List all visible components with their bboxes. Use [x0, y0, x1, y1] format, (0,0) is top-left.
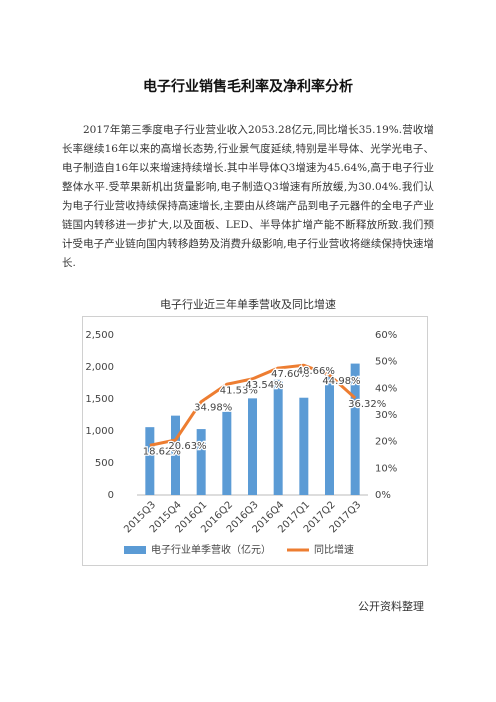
y2-tick-label: 0%	[375, 490, 391, 501]
data-label: 20.63%	[168, 441, 206, 452]
data-label: 34.98%	[194, 403, 232, 414]
data-label: 18.62%	[143, 446, 181, 457]
bar	[196, 429, 206, 495]
bar	[350, 363, 360, 495]
bar	[222, 411, 232, 495]
legend-swatch	[124, 546, 146, 554]
chart: 0 500 1,000 1,500 2,000 2,500 0% 10% 20% 30% 40% 50…	[82, 316, 428, 566]
bar	[248, 398, 257, 495]
y-tick-label: 2,000	[85, 362, 114, 373]
legend-label: 电子行业单季营收（亿元）	[151, 543, 271, 556]
y2-tick-label: 50%	[375, 357, 397, 368]
paragraph: 2017年第三季度电子行业营业收入2053.28亿元,同比增长35.19%.营收…	[62, 124, 434, 269]
y-tick-label: 0	[108, 490, 114, 501]
data-label: 36.32%	[348, 399, 386, 410]
legend-label: 同比增速	[314, 543, 354, 556]
bar	[299, 397, 309, 495]
y-tick-label: 1,000	[85, 426, 114, 437]
y-tick-label: 500	[95, 458, 114, 469]
y2-tick-label: 30%	[375, 410, 397, 421]
bar	[145, 427, 155, 495]
title: 电子行业销售毛利率及净利率分析	[143, 79, 353, 95]
y2-tick-label: 40%	[375, 383, 397, 394]
data-label: 44.98%	[322, 376, 360, 387]
y2-tick-label: 60%	[375, 330, 397, 341]
y2-tick-label: 10%	[375, 463, 397, 474]
data-label: 48.66%	[297, 366, 335, 377]
line	[149, 363, 357, 447]
data-label: 41.53%	[220, 385, 258, 396]
bar	[325, 374, 334, 495]
chart-border	[82, 316, 428, 566]
data-label: 43.54%	[245, 380, 283, 391]
source-note: 公开资料整理	[358, 600, 424, 613]
y2-tick-label: 20%	[375, 437, 397, 448]
bar	[171, 415, 180, 495]
data-label: 47.60%	[271, 369, 309, 380]
y-tick-label: 1,500	[85, 394, 114, 405]
bar	[273, 379, 283, 495]
y-tick-label: 2,500	[85, 330, 114, 341]
chart-title: 电子行业近三年单季营收及同比增速	[160, 298, 336, 311]
